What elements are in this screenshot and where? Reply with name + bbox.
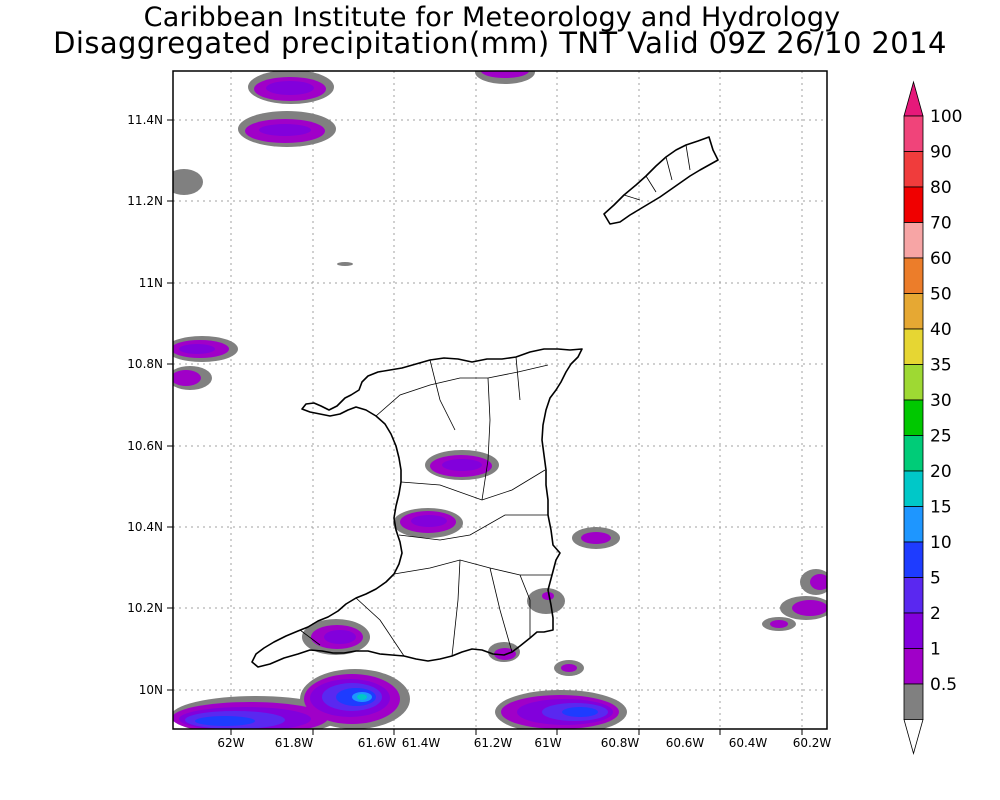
legend-label: 90 [930,143,952,163]
tobago-island [603,136,719,225]
precip-cell [337,262,353,266]
legend-swatch [903,470,924,507]
precip-cell-heavy [495,690,627,729]
lon-tick-label: 61.8W [275,736,314,750]
legend-label: 30 [930,391,952,411]
precip-cell [248,71,334,104]
legend-swatch [903,399,924,436]
trinidad-island [251,348,583,668]
legend-swatch [903,151,924,188]
lon-tick-label: 60.8W [601,736,640,750]
legend-swatch [903,364,924,401]
lon-tick-label: 62W [217,736,244,750]
precip-cell [475,71,535,84]
legend-label: 10 [930,533,952,553]
legend-min-arrow [903,719,924,755]
longitude-labels: 62W 61.8W 61.6W 61.4W 61.2W 61W 60.8W 60… [217,736,831,750]
lat-tick-label: 10.8N [127,357,163,371]
lat-tick-label: 10N [139,683,163,697]
precip-cell [780,596,827,620]
legend-label: 60 [930,249,952,269]
precip-cell [302,619,370,655]
lat-tick-label: 10.4N [127,520,163,534]
precipitation-areas [173,71,827,729]
lon-tick-label: 61.2W [474,736,513,750]
map-background [173,71,827,729]
precip-cell [173,366,212,390]
legend-label: 5 [930,569,941,589]
lon-tick-label: 60.6W [666,736,705,750]
color-legend: 100 90 80 70 60 50 40 35 30 25 20 15 10 5 2 1 0.5 [903,80,962,755]
lat-tick-label: 11N [139,276,163,290]
map-panel [173,71,827,729]
lon-tick-label: 61.4W [402,736,441,750]
precip-cell [800,569,827,595]
lat-tick-label: 10.2N [127,601,163,615]
legend-swatch [903,541,924,578]
legend-swatch [903,577,924,614]
title-line-2: Disaggregated precipitation(mm) TNT Vali… [53,26,947,60]
legend-label: 15 [930,498,952,518]
legend-swatch [903,222,924,259]
legend-label: 40 [930,320,952,340]
legend-swatch [903,257,924,294]
legend-swatch [903,506,924,543]
legend-label: 2 [930,604,941,624]
legend-label: 100 [930,107,962,127]
precip-cell [554,660,584,676]
legend-swatch [903,293,924,330]
lon-tick-label: 60.4W [729,736,768,750]
legend-label: 80 [930,178,952,198]
legend-label: 20 [930,462,952,482]
axis-ticks [167,119,803,735]
legend-swatch [903,115,924,152]
legend-label: 0.5 [930,675,957,695]
lat-tick-label: 11.2N [127,194,163,208]
legend-swatch [903,612,924,649]
precip-cell [488,642,520,662]
legend-label: 50 [930,285,952,305]
legend-max-arrow [903,80,924,117]
lon-tick-label: 60.2W [793,736,832,750]
lon-tick-label: 61.6W [358,736,397,750]
lat-tick-label: 10.6N [127,439,163,453]
legend-label: 35 [930,356,952,376]
county-boundaries [299,356,552,657]
map-frame [172,70,828,730]
legend-swatch [903,435,924,472]
title-line-1: Caribbean Institute for Meteorology and … [143,2,841,33]
precip-cell [572,527,620,549]
precip-cell [238,111,336,147]
lon-tick-label: 61W [534,736,561,750]
legend-label: 1 [930,640,941,660]
lat-tick-label: 11.4N [127,113,163,127]
precip-cell [762,617,796,631]
legend-label: 70 [930,214,952,234]
precip-cell [173,169,203,195]
precip-cell [425,450,499,480]
legend-swatch [903,328,924,365]
legend-swatch [903,683,924,720]
legend-label: 25 [930,427,952,447]
precip-cell [527,588,565,614]
legend-swatch [903,186,924,223]
precip-cell [393,508,463,538]
latitude-labels: 11.4N 11.2N 11N 10.8N 10.6N 10.4N 10.2N … [127,113,163,697]
precip-cell-heavy [173,669,410,729]
precip-cell [173,336,238,362]
legend-swatch [903,648,924,685]
